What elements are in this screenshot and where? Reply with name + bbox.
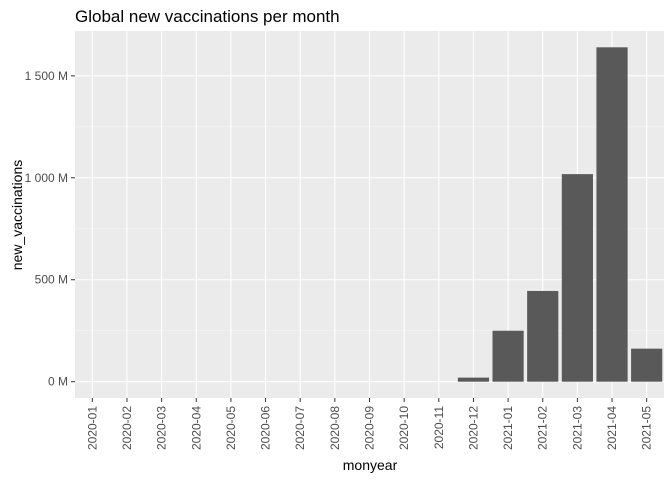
x-tick-label: 2021-02 <box>536 406 550 450</box>
x-tick-label: 2020-03 <box>155 406 169 450</box>
bar <box>596 47 628 382</box>
x-tick-label: 2020-02 <box>120 406 134 450</box>
chart-title: Global new vaccinations per month <box>75 7 340 26</box>
bar <box>492 330 524 382</box>
x-tick-label: 2020-09 <box>363 406 377 450</box>
x-tick-label: 2020-05 <box>224 406 238 450</box>
x-tick-label: 2020-08 <box>328 406 342 450</box>
x-tick-label: 2021-03 <box>570 406 584 450</box>
x-axis-title: monyear <box>343 457 398 473</box>
x-tick-label: 2020-04 <box>189 406 203 450</box>
x-tick-label: 2020-12 <box>466 406 480 450</box>
x-tick-label: 2021-01 <box>501 406 515 450</box>
bars <box>457 47 663 382</box>
x-tick-label: 2020-11 <box>432 406 446 449</box>
y-axis-title: new_vaccinations <box>9 160 25 271</box>
bar <box>457 377 490 382</box>
y-tick-label: 500 M <box>35 273 68 287</box>
x-tick-label: 2020-07 <box>293 406 307 450</box>
bar <box>561 174 593 382</box>
x-tick-label: 2020-06 <box>259 406 273 450</box>
y-tick-label: 1 000 M <box>25 171 68 185</box>
x-tick-label: 2020-01 <box>85 406 99 450</box>
y-tick-label: 0 M <box>48 375 68 389</box>
x-tick-label: 2021-04 <box>605 406 619 450</box>
x-tick-label: 2021-05 <box>640 406 654 450</box>
y-tick-label: 1 500 M <box>25 69 68 83</box>
axes: 0 M 500 M 1 000 M 1 500 M 2020-01 2020-02 2020… <box>25 69 654 450</box>
bar <box>631 348 663 382</box>
x-tick-label: 2020-10 <box>397 406 411 450</box>
bar <box>527 290 559 382</box>
